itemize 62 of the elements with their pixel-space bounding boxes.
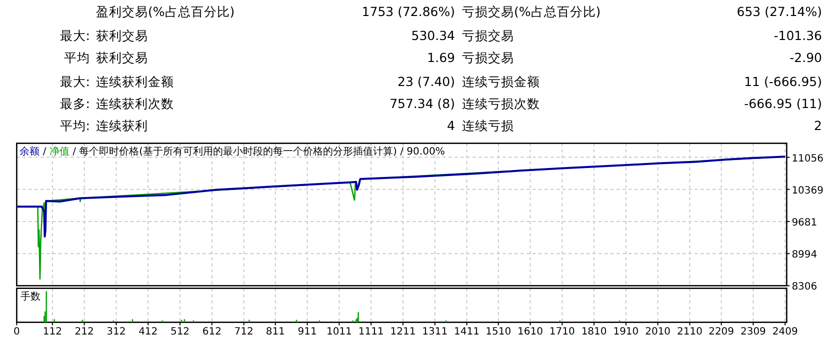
x-tick-label: 1510 [486, 326, 512, 338]
y-tick-label: 9681 [792, 218, 818, 229]
text: 连续亏损 [462, 118, 514, 133]
x-tick-label: 612 [202, 326, 222, 338]
text: 盈利交易(%占总百分比) [96, 4, 235, 19]
text: 最大: [60, 28, 90, 43]
text: -101.36 [774, 28, 822, 43]
x-tick-label: 1810 [581, 326, 607, 338]
text: 获利交易 [96, 28, 148, 43]
x-tick-label: 911 [298, 326, 317, 338]
y-tick-label: 10369 [792, 185, 824, 196]
text: -666.95 (11) [744, 96, 822, 111]
text: 2 [814, 118, 822, 133]
x-tick-label: 112 [42, 326, 62, 338]
text: 4 [447, 118, 456, 133]
text: 最大: [60, 74, 90, 89]
x-tick-label: 1610 [518, 326, 543, 338]
x-tick-label: 2010 [645, 326, 671, 338]
legend: 余额 / 净值 / 每个即时价格(基于所有可利用的最小时段的每一个价格的分形插值计算) / 90.00% [20, 146, 445, 158]
x-tick-label: 212 [74, 326, 94, 338]
x-tick-label: 811 [266, 326, 285, 338]
text: 11 (-666.95) [744, 74, 822, 89]
x-tick-label: 1910 [613, 326, 639, 338]
x-tick-label: 2409 [772, 326, 798, 338]
x-tick-label: 712 [234, 326, 254, 338]
x-tick-label: 412 [138, 326, 158, 338]
x-tick-label: 2209 [708, 326, 734, 338]
text: 亏损交易 [462, 50, 514, 65]
x-tick-label: 2110 [677, 326, 702, 338]
text: 653 (27.14%) [736, 4, 822, 19]
text: 亏损交易(%占总百分比) [462, 4, 601, 19]
text: 连续亏损次数 [462, 96, 540, 111]
text: -2.90 [790, 50, 822, 65]
x-tick-label: 1111 [358, 326, 384, 338]
text: 757.34 (8) [390, 96, 455, 111]
x-tick-label: 312 [106, 326, 126, 338]
x-tick-label: 1211 [390, 326, 416, 338]
x-tick-label: 1710 [549, 326, 575, 338]
text: 1.69 [427, 50, 456, 65]
x-tick-label: 1311 [422, 326, 448, 338]
text: 获利交易 [96, 50, 148, 65]
y-axis-title: 手数 [20, 290, 41, 302]
x-tick-label: 0 [14, 326, 20, 338]
x-tick-label: 1411 [454, 326, 480, 338]
text: 连续获利 [96, 118, 148, 133]
y-tick-label: 11056 [792, 153, 824, 164]
x-tick-label: 1011 [326, 326, 352, 338]
text: 平均 [64, 50, 90, 65]
text: 平均: [60, 118, 90, 133]
x-tick-label: 512 [170, 326, 190, 338]
text: 23 (7.40) [398, 74, 455, 89]
text: 连续获利次数 [96, 96, 174, 111]
text: 连续亏损金额 [462, 74, 540, 89]
line-series [16, 156, 786, 238]
text: 最多: [60, 96, 90, 111]
y-tick-label: 8994 [792, 250, 818, 261]
y-tick-label: 8306 [792, 282, 818, 293]
text: 连续获利金额 [96, 74, 174, 89]
text: 530.34 [411, 28, 456, 43]
text: 1753 (72.86%) [362, 4, 455, 19]
text: 亏损交易 [462, 28, 514, 43]
x-tick-label: 2309 [740, 326, 766, 338]
